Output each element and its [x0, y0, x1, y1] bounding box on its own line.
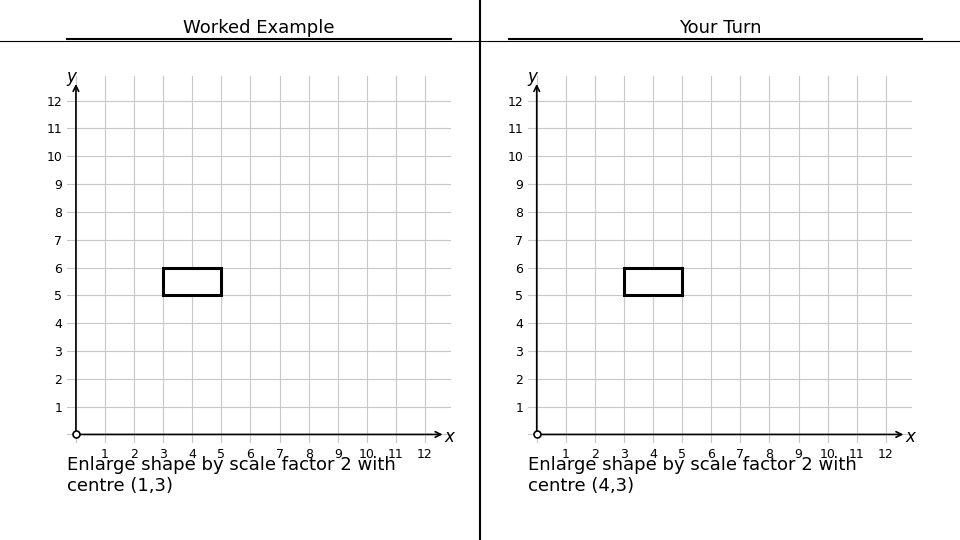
Bar	[163, 267, 222, 295]
Text: Enlarge shape by scale factor 2 with
centre (4,3): Enlarge shape by scale factor 2 with cen…	[528, 456, 856, 495]
Text: Enlarge shape by scale factor 2 with
centre (1,3): Enlarge shape by scale factor 2 with cen…	[67, 456, 396, 495]
Text: x: x	[444, 428, 455, 446]
Text: y: y	[66, 68, 77, 86]
Text: Worked Example: Worked Example	[183, 19, 335, 37]
Text: y: y	[527, 68, 538, 86]
Bar	[624, 267, 683, 295]
Text: Your Turn: Your Turn	[679, 19, 761, 37]
Text: x: x	[905, 428, 916, 446]
